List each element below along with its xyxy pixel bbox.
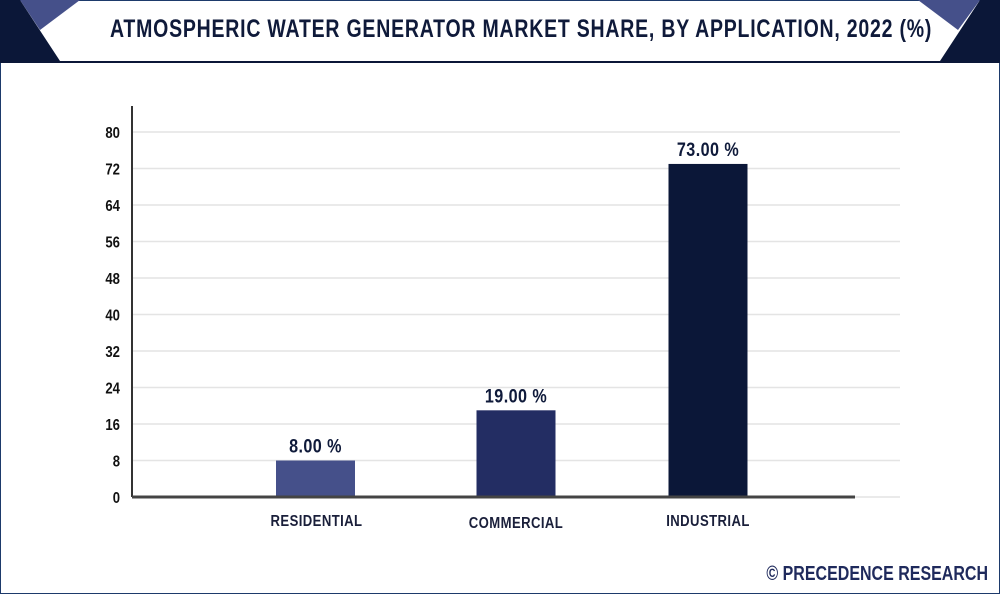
y-tick-label: 0: [113, 490, 120, 507]
data-label: 73.00 %: [677, 139, 739, 161]
y-tick-label: 8: [113, 453, 120, 470]
y-tick-label: 80: [105, 125, 120, 142]
data-label: 8.00 %: [289, 435, 342, 457]
x-tick-label: COMMERCIAL: [469, 515, 563, 532]
bar-commercial: [476, 410, 556, 497]
header-banner: ATMOSPHERIC WATER GENERATOR MARKET SHARE…: [0, 0, 1000, 63]
bar-industrial: [668, 163, 748, 497]
source-credit: © PRECEDENCE RESEARCH: [766, 563, 988, 585]
header-divider: [0, 61, 1000, 63]
right-corner-light-triangle: [918, 0, 980, 30]
x-axis-labels: RESIDENTIAL COMMERCIAL INDUSTRIAL: [271, 513, 750, 532]
left-corner-light-triangle: [20, 0, 80, 30]
y-tick-label: 64: [105, 198, 120, 215]
x-tick-label: INDUSTRIAL: [666, 513, 750, 530]
y-tick-label: 56: [105, 234, 120, 251]
data-label: 19.00 %: [485, 385, 547, 407]
x-tick-label: RESIDENTIAL: [271, 513, 363, 530]
y-tick-label: 32: [105, 344, 120, 361]
y-tick-label: 48: [105, 271, 120, 288]
right-corner-dark-shape: [940, 0, 1000, 61]
bars: [276, 163, 748, 497]
header-decoration: [0, 0, 1000, 61]
y-tick-label: 72: [105, 161, 120, 178]
left-corner-dark-shape: [0, 0, 60, 61]
y-tick-label: 40: [105, 307, 120, 324]
data-labels: 8.00 % 19.00 % 73.00 %: [289, 139, 739, 457]
chart-title: ATMOSPHERIC WATER GENERATOR MARKET SHARE…: [110, 15, 933, 43]
y-tick-label: 16: [105, 417, 120, 434]
y-axis-ticks: 0 8 16 24 32 40 48 56 64 72 80: [105, 125, 120, 507]
bar-residential: [276, 460, 355, 497]
y-tick-label: 24: [105, 380, 120, 397]
